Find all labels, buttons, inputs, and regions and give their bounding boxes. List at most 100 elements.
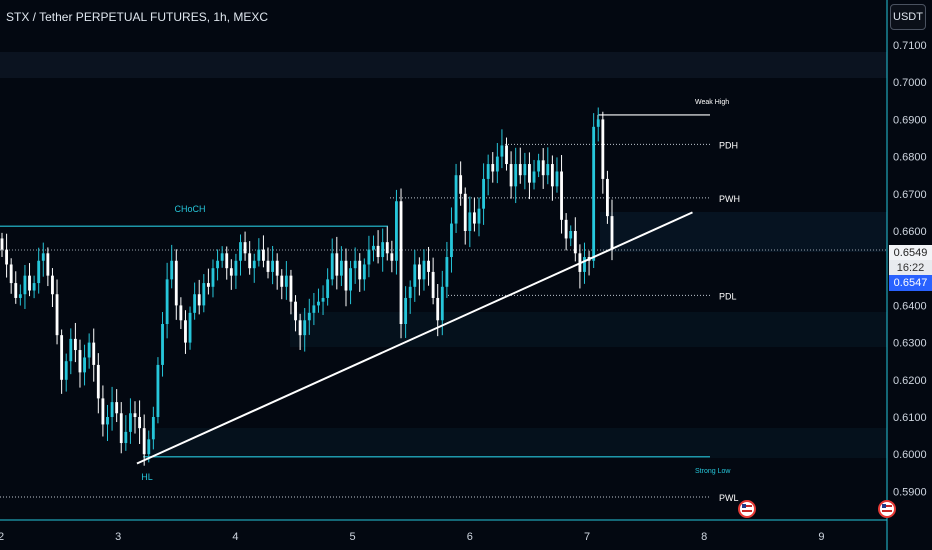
candle-body — [477, 208, 481, 224]
candle-body — [404, 297, 408, 324]
last-price-tag: 0.6549 — [889, 245, 932, 261]
candle-body — [216, 260, 219, 269]
candle-body — [312, 305, 316, 313]
candle-body — [596, 119, 600, 127]
hl-label: HL — [141, 472, 153, 482]
price-tick-label: 0.6000 — [893, 449, 927, 461]
candle-body — [583, 257, 586, 272]
candle-body — [440, 286, 444, 321]
price-tick-label: 0.6400 — [893, 300, 927, 312]
candle-body — [376, 245, 380, 258]
candle-body — [133, 413, 137, 417]
us-event-flag-icon[interactable] — [738, 500, 756, 518]
candle-body — [83, 357, 86, 373]
pdh-level-label: PDH — [719, 140, 738, 150]
candle-body — [87, 342, 91, 358]
candle-body — [234, 260, 238, 276]
candle-body — [32, 283, 36, 291]
candle-body — [399, 201, 403, 324]
candle-body — [610, 216, 614, 250]
candle-body — [266, 260, 270, 272]
candle-body — [335, 253, 339, 276]
candle-body — [495, 156, 499, 172]
candle-body — [362, 264, 366, 280]
candle-body — [454, 175, 458, 224]
candle-body — [546, 164, 550, 176]
candle-body — [202, 283, 206, 306]
candle-body — [51, 275, 54, 295]
candle-body — [229, 268, 233, 276]
candle-body — [541, 160, 545, 176]
candle-body — [174, 260, 178, 306]
candle-body — [381, 242, 385, 258]
candle-body — [550, 164, 554, 187]
candle-body — [289, 275, 293, 302]
candle-body — [197, 294, 201, 306]
candle-body — [353, 260, 357, 269]
candle-body — [482, 178, 486, 209]
us-event-flag-icon[interactable] — [878, 500, 896, 518]
candle-body — [518, 164, 522, 176]
candle-body — [390, 253, 394, 261]
time-tick-label: 4 — [232, 531, 238, 543]
time-tick-label: 8 — [701, 531, 707, 543]
candle-body — [184, 320, 187, 343]
price-tick-label: 0.6300 — [893, 338, 927, 350]
candle-body — [326, 279, 330, 298]
candle-body — [271, 260, 275, 272]
candle-body — [372, 245, 375, 250]
candle-body — [491, 164, 495, 172]
candle-body — [528, 164, 531, 183]
candle-body — [179, 305, 183, 321]
candle-body — [555, 171, 559, 187]
price-tick-label: 0.6700 — [893, 189, 927, 201]
ascending-trendline[interactable] — [136, 211, 693, 465]
candle-body — [573, 231, 577, 254]
candle-body — [417, 264, 421, 280]
price-tick-label: 0.7100 — [893, 40, 927, 52]
candle-body — [151, 417, 155, 440]
candle-body — [55, 294, 59, 336]
candle-body — [307, 312, 311, 321]
price-tick-label: 0.6800 — [893, 152, 927, 164]
candle-body — [193, 294, 197, 313]
candle-body — [427, 260, 430, 272]
candle-body — [298, 320, 302, 336]
candle-body — [560, 171, 563, 220]
candle-body — [601, 119, 605, 179]
time-tick-label: 9 — [818, 531, 824, 543]
price-tick-label: 0.6900 — [893, 114, 927, 126]
zone-band — [600, 212, 887, 252]
candle-body — [119, 413, 123, 444]
candle-body — [605, 178, 609, 217]
price-tick-label: 0.6600 — [893, 226, 927, 238]
time-tick-label: 5 — [350, 531, 356, 543]
currency-button[interactable]: USDT — [890, 4, 926, 30]
candle-body — [472, 212, 476, 224]
candle-body — [206, 283, 210, 287]
candle-body — [248, 253, 252, 269]
candle-body — [156, 364, 160, 417]
candle-body — [367, 249, 371, 265]
candle-body — [395, 201, 398, 261]
price-tick-label: 0.6100 — [893, 412, 927, 424]
candle-body — [450, 223, 453, 258]
candle-body — [385, 242, 389, 254]
zone-band — [150, 428, 887, 458]
candle-body — [344, 260, 348, 291]
candle-body — [330, 253, 334, 280]
candle-body — [78, 350, 82, 373]
candle-body — [262, 249, 265, 261]
candle-body — [505, 145, 508, 165]
candle-body — [128, 413, 132, 432]
candle-body — [5, 249, 9, 265]
pwh-level-label: PWH — [719, 194, 740, 204]
candle-countdown-tag: 16:22 — [889, 260, 932, 276]
candle-body — [317, 301, 320, 306]
candle-body — [284, 275, 288, 287]
candle-body — [92, 342, 96, 365]
candle-body — [257, 249, 261, 261]
candle-body — [142, 428, 146, 455]
candle-body — [486, 164, 490, 179]
